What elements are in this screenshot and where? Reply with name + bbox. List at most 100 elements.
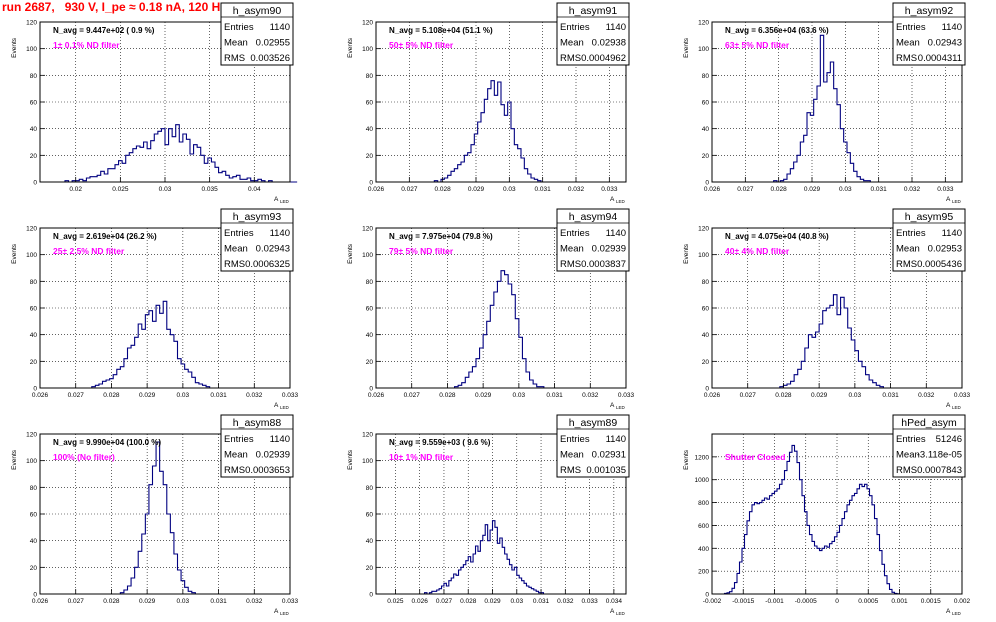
x-tick-label: 0 [835, 598, 839, 605]
stats-value: 0.0003837 [581, 259, 626, 270]
x-axis-label-subscript: LED [280, 611, 290, 616]
x-axis-label-subscript: LED [616, 199, 626, 204]
navg-label: N_avg = 2.619e+04 (26.2 %) [53, 232, 157, 241]
y-tick-label: 20 [366, 153, 374, 160]
y-tick-label: 40 [30, 126, 38, 133]
y-tick-label: 120 [26, 432, 37, 439]
stats-key: Entries [224, 228, 254, 239]
x-axis-label: A [610, 196, 615, 203]
y-tick-label: 40 [366, 332, 374, 339]
x-tick-label: 0.032 [568, 186, 585, 193]
x-tick-label: 0.031 [546, 392, 563, 399]
y-axis-label: Events [683, 37, 690, 58]
y-axis-label: Events [347, 37, 354, 58]
x-tick-label: 0.028 [103, 598, 120, 605]
x-tick-label: 0.028 [435, 186, 452, 193]
y-axis-label: Events [11, 37, 18, 58]
histogram-panel-hPed_asym: -0.002 -0.0015 -0.001 -0.0005 0 0.0005 0.001 0.… [683, 414, 971, 616]
y-axis-label: Events [683, 243, 690, 264]
histogram-panel-h_asym88: 0.026 0.027 0.028 0.029 0.03 0.031 0.032 0.033 0… [11, 414, 299, 616]
x-tick-label: -0.001 [765, 598, 784, 605]
stats-value: 1140 [270, 228, 290, 239]
y-tick-label: 120 [698, 226, 709, 233]
x-tick-label: -0.002 [703, 598, 722, 605]
x-tick-label: 0.034 [606, 598, 623, 605]
y-tick-label: 80 [366, 73, 374, 80]
x-tick-label: 0.026 [368, 186, 385, 193]
stats-key: Entries [896, 434, 926, 445]
x-tick-label: 0.028 [103, 392, 120, 399]
stats-title: h_asym92 [905, 5, 954, 17]
y-tick-label: 0 [705, 180, 709, 187]
x-axis-label: A [946, 402, 951, 409]
y-tick-label: 400 [698, 546, 709, 553]
x-axis-label: A [946, 608, 951, 615]
x-tick-label: 0.029 [811, 392, 828, 399]
y-tick-label: 0 [369, 386, 373, 393]
x-tick-label: 0.027 [68, 392, 85, 399]
y-tick-label: 80 [366, 485, 374, 492]
x-tick-label: 0.029 [804, 186, 821, 193]
y-tick-label: 100 [362, 458, 373, 465]
x-tick-label: 0.033 [282, 598, 299, 605]
stats-value: 1140 [270, 22, 290, 33]
x-tick-label: 0.027 [68, 598, 85, 605]
x-tick-label: 0.028 [775, 392, 792, 399]
x-tick-label: 0.031 [210, 598, 227, 605]
navg-label: N_avg = 7.975e+04 (79.8 %) [389, 232, 493, 241]
stats-value: 0.003526 [250, 53, 290, 64]
x-tick-label: 0.031 [533, 598, 550, 605]
histogram-line [47, 124, 298, 183]
stats-key: Mean [896, 450, 920, 461]
y-tick-label: 600 [698, 523, 709, 530]
x-tick-label: 0.026 [412, 598, 429, 605]
histogram-panel-h_asym89: 0.025 0.026 0.027 0.028 0.029 0.03 0.031 0.032 0… [347, 414, 630, 616]
y-tick-label: 40 [366, 538, 374, 545]
stats-title: h_asym91 [569, 5, 618, 17]
navg-label: N_avg = 4.075e+04 (40.8 %) [725, 232, 829, 241]
x-tick-label: 0.029 [468, 186, 485, 193]
x-axis-label: A [274, 608, 279, 615]
stats-value: 1140 [606, 22, 626, 33]
stats-title: h_asym94 [569, 211, 618, 223]
stats-value: 0.02938 [592, 38, 626, 49]
histogram-line [723, 444, 901, 595]
x-tick-label: 0.001 [891, 598, 908, 605]
x-tick-label: 0.031 [535, 186, 552, 193]
histogram-line [773, 34, 874, 183]
y-tick-label: 20 [30, 153, 38, 160]
navg-label: N_avg = 5.108e+04 (51.1 %) [389, 26, 493, 35]
x-tick-label: 0.0005 [858, 598, 878, 605]
y-tick-label: 1000 [695, 477, 710, 484]
x-axis-label: A [610, 608, 615, 615]
y-axis-label: Events [347, 243, 354, 264]
y-tick-label: 0 [705, 386, 709, 393]
stats-key: Mean [560, 450, 584, 461]
y-tick-label: 20 [702, 359, 710, 366]
y-tick-label: 80 [30, 279, 38, 286]
histogram-panel-h_asym92: 0.026 0.027 0.028 0.029 0.03 0.031 0.032 0.033 0… [683, 2, 966, 204]
x-tick-label: 0.033 [618, 392, 635, 399]
stats-title: h_asym93 [233, 211, 282, 223]
x-tick-label: 0.03 [513, 392, 526, 399]
stats-box [220, 414, 294, 478]
stats-key: RMS [560, 53, 581, 64]
y-tick-label: 80 [30, 485, 38, 492]
stats-key: RMS [560, 465, 581, 476]
histogram-line [779, 294, 887, 389]
x-axis-label: A [274, 402, 279, 409]
stats-key: Mean [896, 38, 920, 49]
x-axis-label: A [610, 402, 615, 409]
y-tick-label: 0 [33, 180, 37, 187]
x-tick-label: 0.032 [918, 392, 935, 399]
x-tick-label: 0.032 [557, 598, 574, 605]
stats-value: 1140 [942, 22, 962, 33]
stats-value: 51246 [936, 434, 962, 445]
stats-title: hPed_asym [901, 417, 957, 429]
stats-key: RMS [224, 53, 245, 64]
x-tick-label: 0.028 [460, 598, 477, 605]
stats-key: RMS [896, 259, 917, 270]
y-tick-label: 120 [362, 226, 373, 233]
x-axis-label-subscript: LED [616, 405, 626, 410]
y-tick-label: 800 [698, 500, 709, 507]
